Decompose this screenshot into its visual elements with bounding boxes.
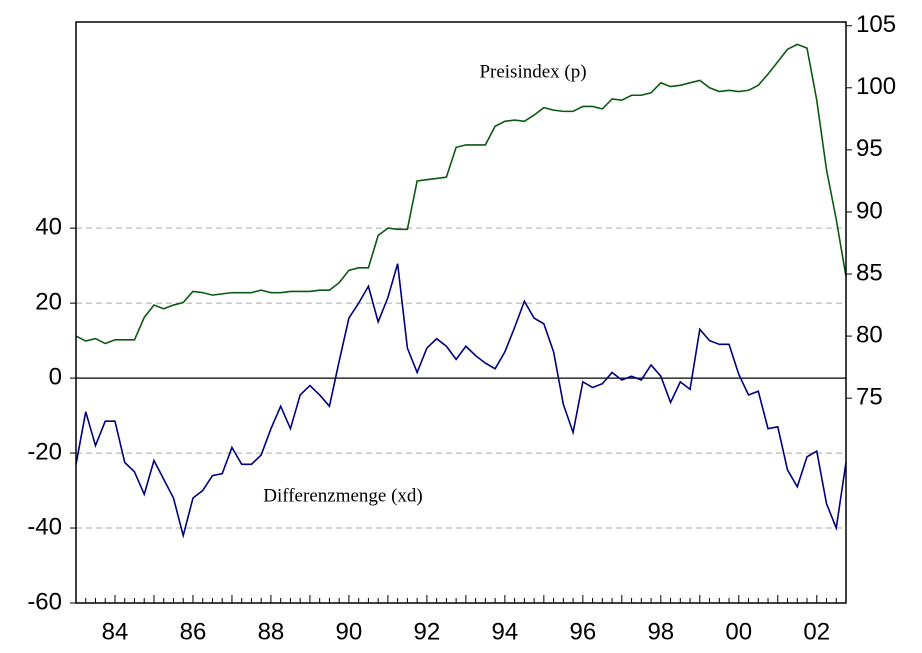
x-tick-label: 98 bbox=[647, 618, 674, 645]
y-tick-label: -60 bbox=[27, 588, 62, 615]
x-tick-label: 94 bbox=[492, 618, 519, 645]
x-tick-label: 88 bbox=[258, 618, 285, 645]
y2-tick-label: 85 bbox=[856, 259, 883, 286]
annotation: Differenzmenge (xd) bbox=[263, 485, 423, 506]
y-tick-label: 20 bbox=[35, 288, 62, 315]
y-tick-label: 0 bbox=[49, 363, 62, 390]
y2-tick-label: 80 bbox=[856, 321, 883, 348]
x-tick-label: 90 bbox=[336, 618, 363, 645]
y-tick-label: 40 bbox=[35, 214, 62, 241]
y2-tick-label: 90 bbox=[856, 197, 883, 224]
plot-frame bbox=[75, 21, 847, 604]
y2-tick-label: 95 bbox=[856, 135, 883, 162]
x-tick-label: 02 bbox=[803, 618, 830, 645]
y2-tick-label: 100 bbox=[856, 73, 896, 100]
x-tick-label: 96 bbox=[569, 618, 596, 645]
y2-tick-label: 75 bbox=[856, 384, 883, 411]
y2-tick-label: 105 bbox=[856, 11, 896, 38]
series-line bbox=[75, 263, 847, 539]
x-tick-label: 00 bbox=[725, 618, 752, 645]
y-tick-label: -20 bbox=[27, 438, 62, 465]
x-tick-label: 92 bbox=[414, 618, 441, 645]
annotation: Preisindex (p) bbox=[479, 61, 586, 82]
x-tick-label: 84 bbox=[102, 618, 129, 645]
series-line bbox=[75, 43, 847, 345]
y-tick-label: -40 bbox=[27, 513, 62, 540]
x-tick-label: 86 bbox=[180, 618, 207, 645]
